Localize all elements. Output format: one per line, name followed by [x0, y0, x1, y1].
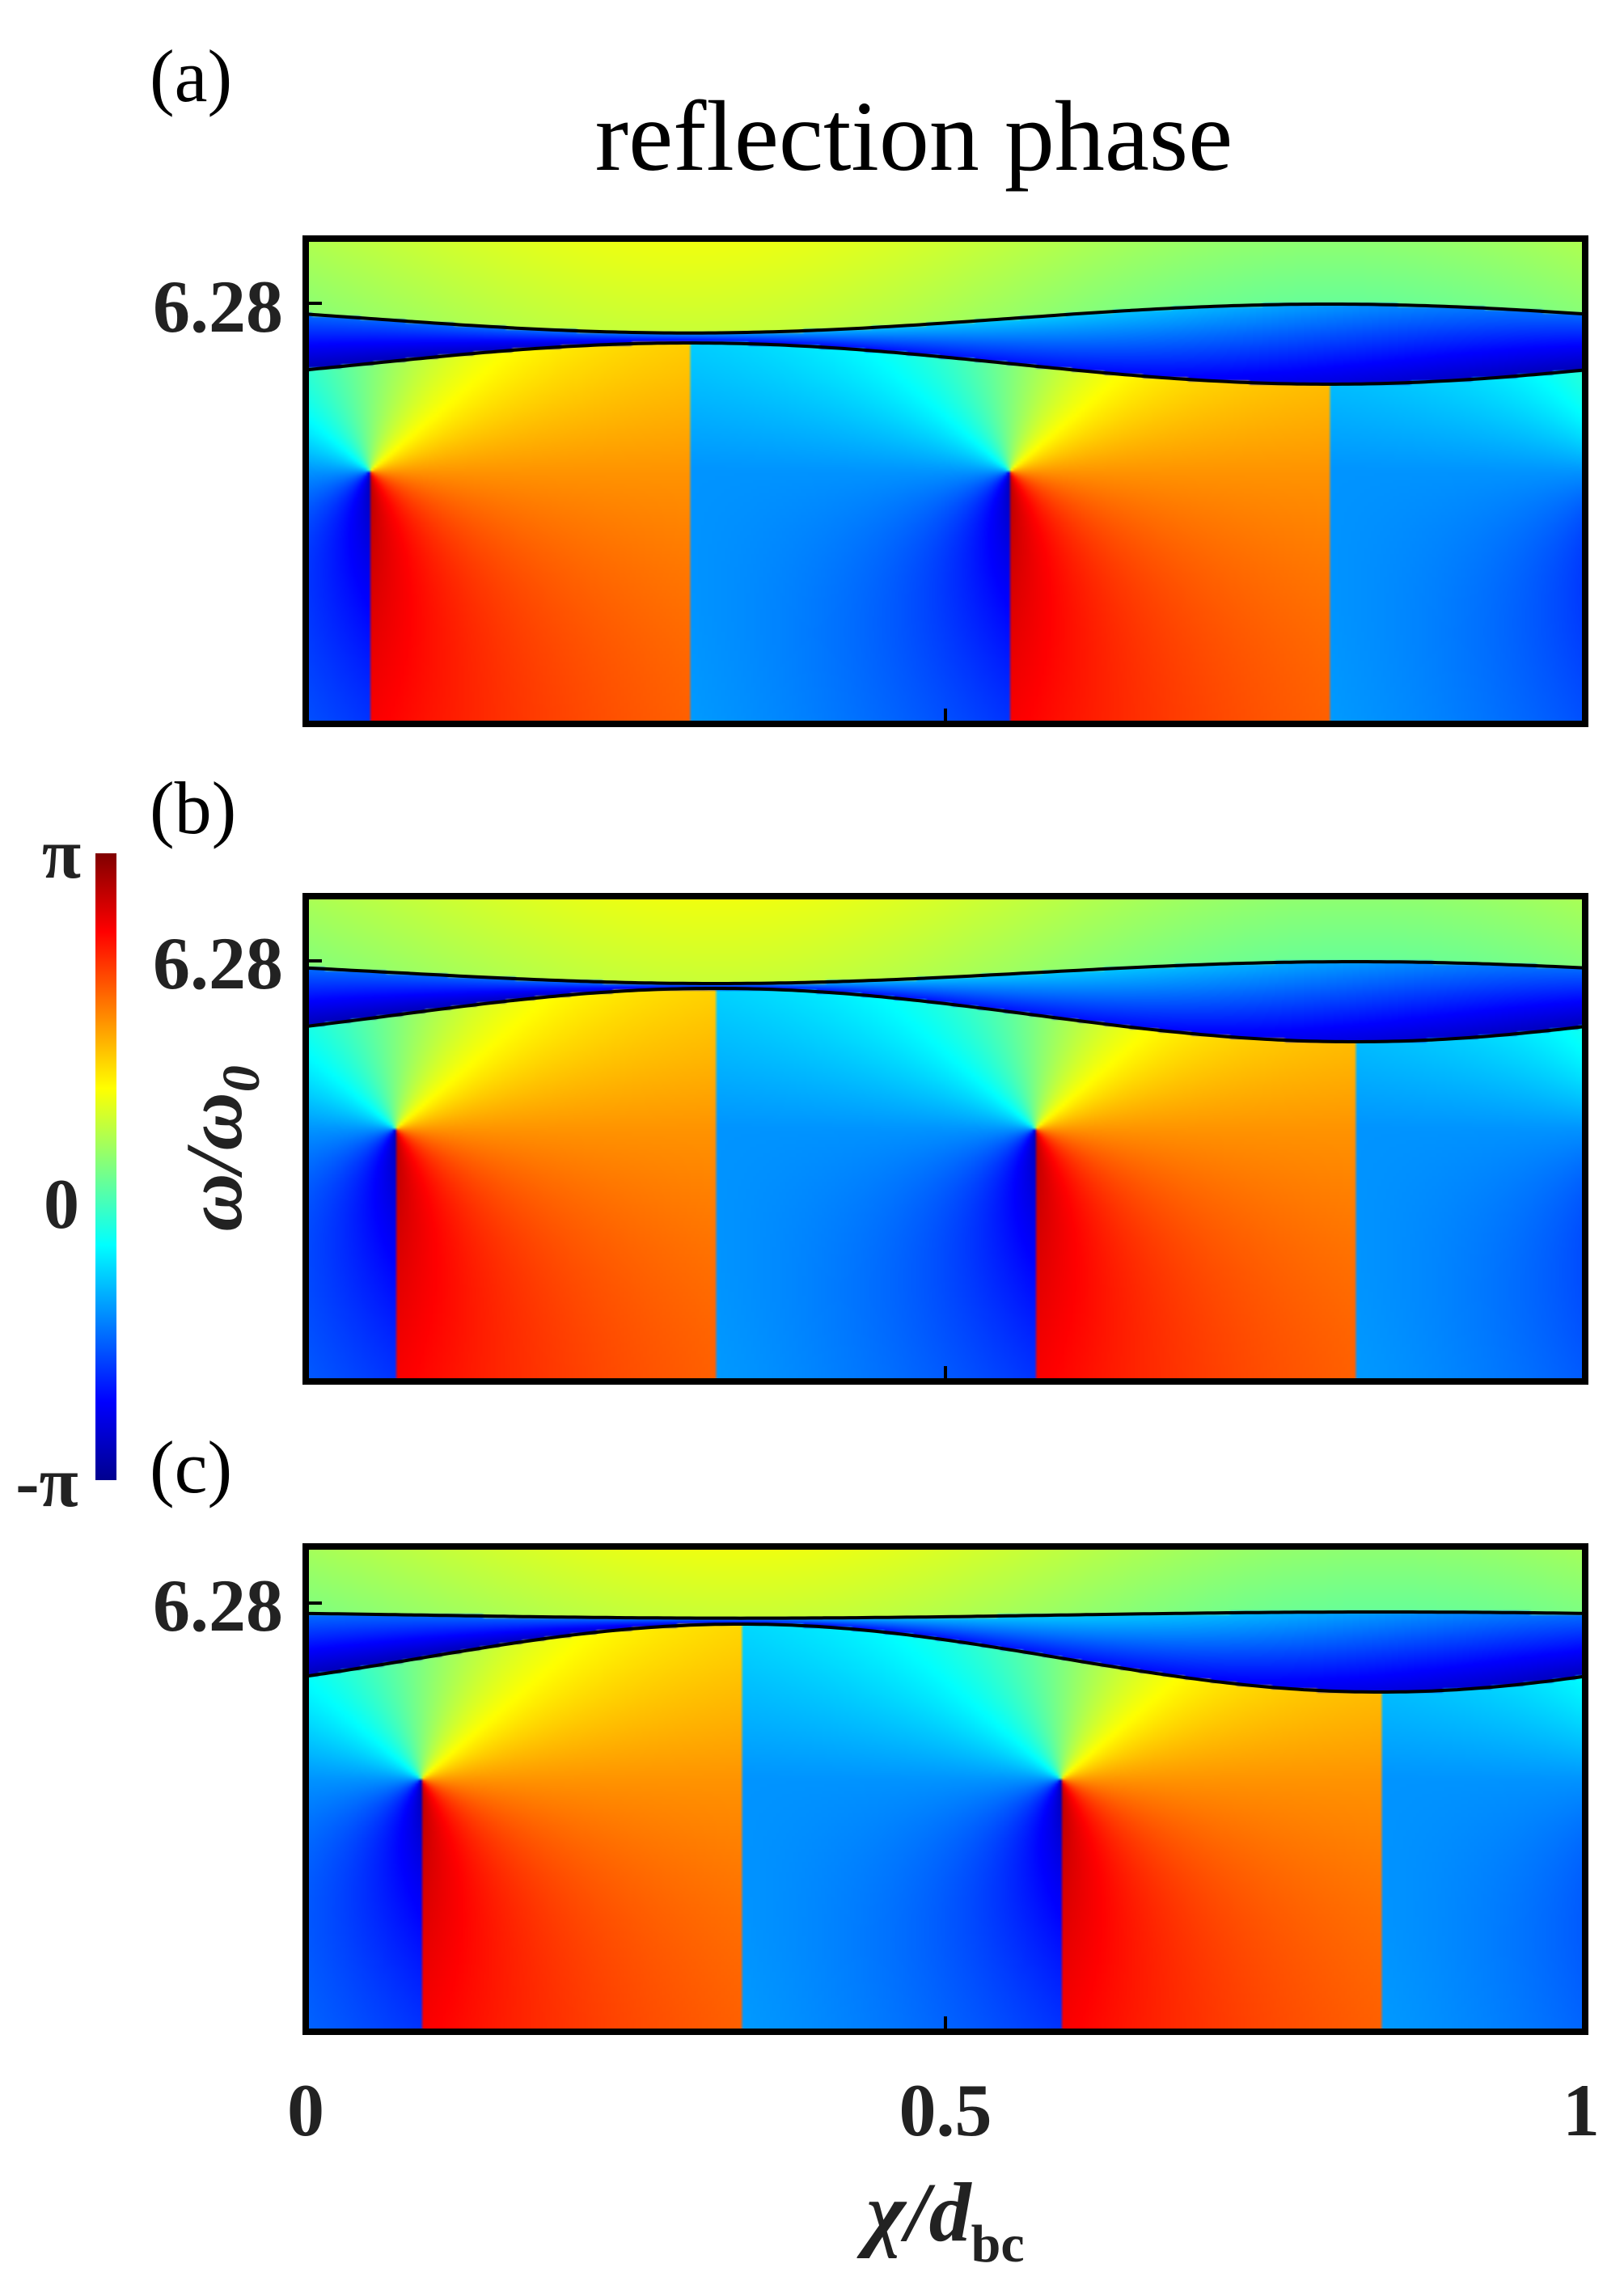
x-tick-label-1: 0.5	[899, 2069, 992, 2151]
panel-a: 6.28	[153, 235, 1588, 727]
panel-label-c: (c)	[150, 1426, 232, 1508]
heatmap-a	[306, 239, 1585, 724]
x-tick-label-0: 0	[287, 2069, 324, 2151]
x-axis-label: χ/dbc	[856, 2166, 1024, 2274]
band-curve-lower-c	[305, 1622, 1586, 1694]
band-curve-upper-b	[305, 960, 1586, 985]
colorbar-min-label: -π	[15, 1444, 78, 1522]
panel-label-a: (a)	[150, 35, 232, 117]
panel-c: 6.28	[153, 1543, 1588, 2035]
band-curve-upper-c	[305, 1610, 1586, 1620]
band-curve-upper-a	[305, 302, 1586, 335]
x-axis-label-subscript: bc	[971, 2215, 1025, 2274]
band-curve-lower-b	[305, 987, 1586, 1043]
x-axis-label-text: χ/d	[856, 2166, 972, 2259]
heatmap-b	[306, 896, 1585, 1381]
x-tick-label-2: 1	[1563, 2069, 1600, 2151]
colorbar-gradient	[95, 853, 116, 1480]
svg-text:ω/ω0: ω/ω0	[169, 1065, 271, 1231]
band-curve-lower-a	[305, 341, 1586, 386]
y-tick-label-b: 6.28	[153, 922, 283, 1005]
y-axis-label-subscript: 0	[212, 1065, 271, 1092]
colorbar-max-label: π	[42, 815, 81, 894]
y-tick-label-a: 6.28	[153, 265, 283, 348]
heatmap-c	[306, 1546, 1585, 2032]
colorbar-mid-label: 0	[44, 1166, 79, 1244]
panel-b: 6.28	[153, 893, 1588, 1385]
colorbar: π 0 -π	[15, 815, 116, 1522]
y-tick-label-c: 6.28	[153, 1564, 283, 1647]
panel-label-b: (b)	[150, 767, 236, 849]
chart-title: reflection phase	[595, 81, 1233, 192]
y-axis-label: ω/ω0	[169, 1065, 271, 1231]
y-axis-label-text: ω/ω	[169, 1092, 259, 1231]
